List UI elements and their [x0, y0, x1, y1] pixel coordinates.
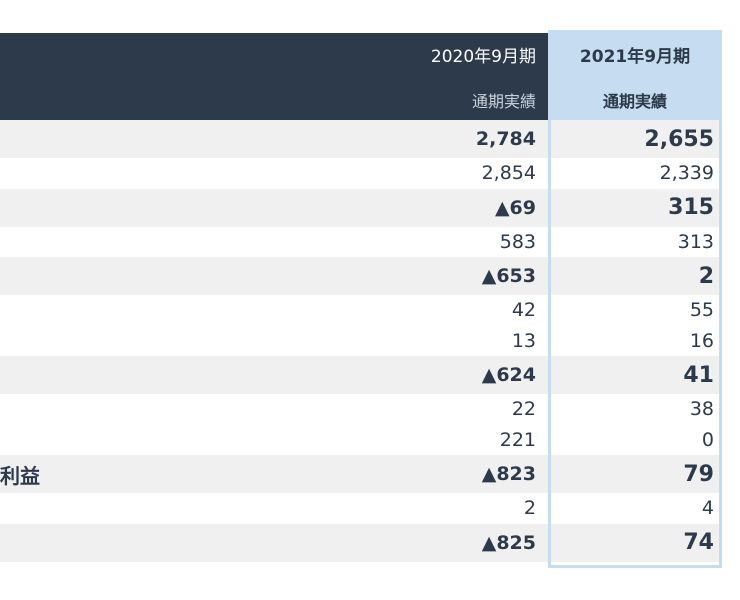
cell: 2,784 [475, 128, 536, 150]
cell: 2,339 [659, 162, 714, 185]
cell: 4 [701, 497, 714, 520]
cell: 42 [511, 299, 536, 322]
cell: ▲825 [481, 531, 536, 554]
cell: 74 [683, 530, 714, 555]
highlight-header [548, 30, 722, 120]
sub-header: 通期実績 [602, 92, 667, 111]
cell: 2,854 [481, 162, 536, 185]
row-background [0, 188, 722, 227]
cell: ▲624 [481, 364, 536, 386]
cell: 22 [511, 398, 536, 421]
header-band [0, 33, 548, 120]
period-header: 2021年9月期 [579, 47, 691, 67]
cell: 13 [511, 329, 536, 352]
cell: 0 [701, 428, 714, 451]
cell: ▲823 [481, 463, 536, 485]
cell: 79 [683, 461, 714, 487]
cell: 2,655 [644, 126, 714, 152]
period-header: 2020年9月期 [430, 47, 536, 67]
row-background [0, 455, 722, 493]
cell: 55 [689, 299, 714, 322]
cell: 315 [668, 195, 714, 220]
cell: ▲69 [494, 196, 536, 219]
cell: 2 [698, 263, 714, 289]
row-background [0, 120, 722, 158]
cell: 16 [689, 329, 714, 352]
sub-header: 通期実績 [471, 92, 536, 111]
row-background [0, 523, 722, 562]
row-label: 利益 [0, 463, 40, 488]
cell: 2 [523, 497, 536, 520]
cell: 583 [499, 230, 536, 253]
cell: 38 [689, 398, 714, 421]
cell: 221 [499, 428, 536, 451]
cell: 313 [677, 230, 714, 253]
cell: ▲653 [481, 265, 536, 287]
row-background [0, 257, 722, 295]
cell: 41 [683, 362, 714, 388]
row-background [0, 356, 722, 394]
